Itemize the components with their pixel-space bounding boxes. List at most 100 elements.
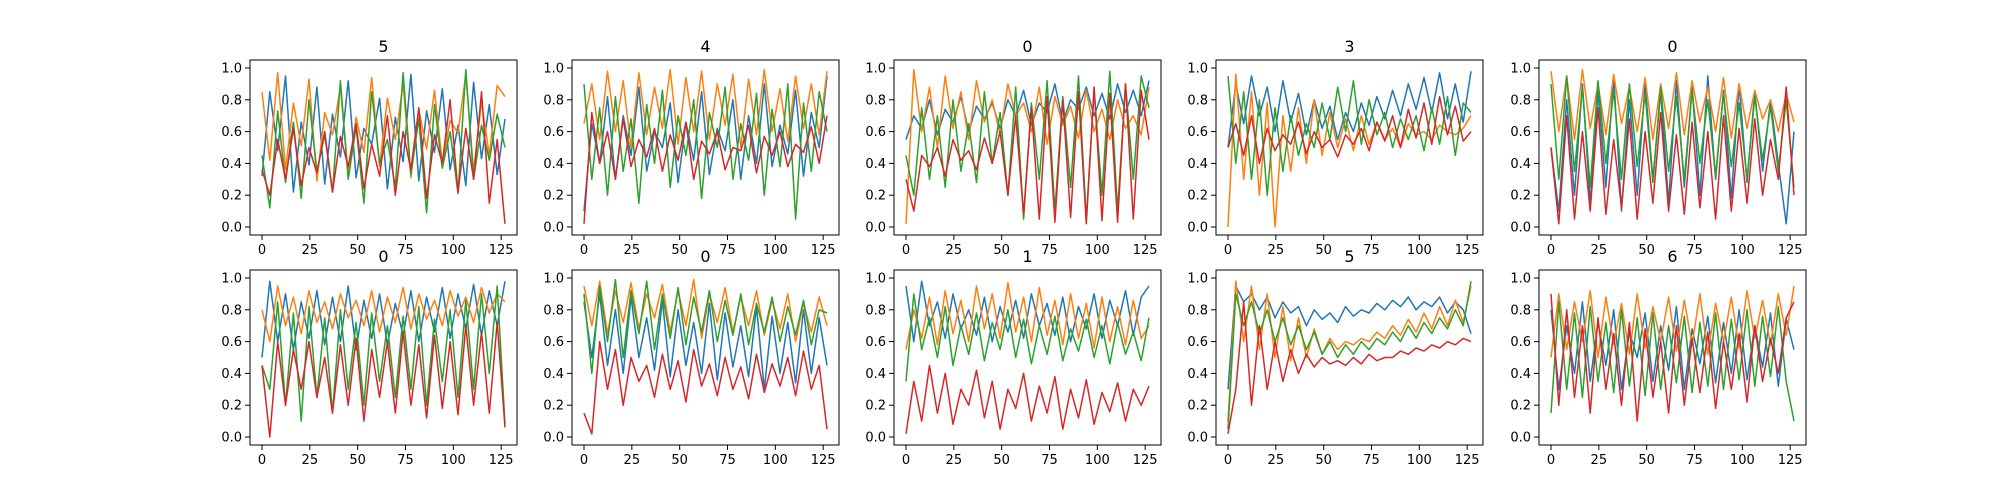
subplot-0: 0.0 0.2 0.4 0.6 0.8 1.0 0 25 50 75 100 125 5 xyxy=(221,37,518,258)
x-tick-label: 50 xyxy=(671,243,688,258)
series-line-3 xyxy=(1227,301,1472,434)
y-tick-label: 0.4 xyxy=(1187,367,1208,382)
y-tick-label: 0.2 xyxy=(865,399,886,414)
y-tick-label: 0.2 xyxy=(1510,399,1531,414)
x-tick-label: 75 xyxy=(1041,243,1058,258)
series-line-2 xyxy=(1550,301,1795,422)
y-tick-label: 0.8 xyxy=(1510,303,1531,318)
y-tick-label: 0.6 xyxy=(1187,125,1208,140)
subplot-title: 1 xyxy=(1022,247,1032,266)
y-tick-label: 1.0 xyxy=(1510,62,1531,77)
x-tick-label: 75 xyxy=(397,243,414,258)
x-tick-label: 75 xyxy=(1686,453,1703,468)
x-tick-label: 0 xyxy=(580,243,588,258)
x-tick-label: 50 xyxy=(1638,453,1655,468)
x-tick-label: 100 xyxy=(763,453,788,468)
series-group xyxy=(1227,71,1472,228)
subplot-title: 3 xyxy=(1344,37,1354,56)
x-tick-label: 125 xyxy=(811,243,836,258)
x-tick-label: 100 xyxy=(1730,453,1755,468)
y-tick-label: 1.0 xyxy=(865,272,886,287)
x-tick-label: 25 xyxy=(1591,453,1608,468)
y-tick-label: 0.8 xyxy=(865,93,886,108)
x-tick-label: 25 xyxy=(1268,243,1285,258)
y-tick-label: 0.0 xyxy=(1187,221,1208,236)
x-tick-label: 125 xyxy=(811,453,836,468)
axes-border xyxy=(893,59,1162,236)
x-tick-label: 100 xyxy=(441,243,466,258)
subplot-title: 5 xyxy=(378,37,388,56)
axes-border xyxy=(249,59,518,236)
y-tick-label: 0.8 xyxy=(1187,93,1208,108)
subplot-4: 0.0 0.2 0.4 0.6 0.8 1.0 0 25 50 75 100 125 0 xyxy=(1510,37,1807,258)
x-tick-label: 0 xyxy=(258,243,266,258)
subplot-3: 0.0 0.2 0.4 0.6 0.8 1.0 0 25 50 75 100 125 3 xyxy=(1187,37,1484,258)
y-tick-label: 0.0 xyxy=(1510,221,1531,236)
series-group xyxy=(1550,68,1795,225)
y-tick-label: 0.2 xyxy=(221,189,242,204)
x-tick-label: 100 xyxy=(1407,453,1432,468)
y-tick-label: 0.0 xyxy=(1510,431,1531,446)
series-line-1 xyxy=(261,285,506,343)
y-tick-label: 0.4 xyxy=(1187,157,1208,172)
y-tick-label: 0.6 xyxy=(865,335,886,350)
y-tick-label: 0.6 xyxy=(543,335,564,350)
series-line-3 xyxy=(1550,293,1795,422)
y-tick-label: 1.0 xyxy=(221,62,242,77)
y-tick-label: 0.2 xyxy=(1510,189,1531,204)
y-tick-label: 0.8 xyxy=(221,303,242,318)
x-tick-label: 100 xyxy=(441,453,466,468)
x-tick-label: 50 xyxy=(349,243,366,258)
series-line-3 xyxy=(905,83,1150,225)
series-group xyxy=(583,68,828,224)
y-tick-label: 0.2 xyxy=(543,399,564,414)
subplot-8: 0.0 0.2 0.4 0.6 0.8 1.0 0 25 50 75 100 125 5 xyxy=(1187,247,1484,468)
axes-border xyxy=(893,269,1162,446)
x-tick-label: 100 xyxy=(1407,243,1432,258)
axes-border xyxy=(249,269,518,446)
subplot-title: 0 xyxy=(1022,37,1032,56)
x-tick-label: 100 xyxy=(1085,243,1110,258)
series-line-3 xyxy=(583,111,828,224)
subplot-title: 5 xyxy=(1344,247,1354,266)
y-tick-label: 0.4 xyxy=(865,157,886,172)
y-tick-label: 0.4 xyxy=(221,367,242,382)
y-tick-label: 0.4 xyxy=(1510,367,1531,382)
y-tick-label: 0.6 xyxy=(1187,335,1208,350)
series-line-1 xyxy=(1227,280,1472,422)
subplot-9: 0.0 0.2 0.4 0.6 0.8 1.0 0 25 50 75 100 125 6 xyxy=(1510,247,1807,468)
y-tick-label: 0.8 xyxy=(1187,303,1208,318)
x-tick-label: 75 xyxy=(1686,243,1703,258)
x-tick-label: 75 xyxy=(1041,453,1058,468)
x-tick-label: 50 xyxy=(1638,243,1655,258)
series-line-1 xyxy=(905,68,1150,224)
x-tick-label: 0 xyxy=(1547,243,1555,258)
series-line-1 xyxy=(1550,285,1795,359)
x-tick-label: 75 xyxy=(1363,243,1380,258)
y-tick-label: 0.4 xyxy=(865,367,886,382)
series-line-1 xyxy=(583,68,828,149)
y-tick-label: 0.0 xyxy=(865,431,886,446)
series-group xyxy=(1227,280,1472,434)
x-tick-label: 25 xyxy=(1268,453,1285,468)
y-tick-label: 0.6 xyxy=(1510,335,1531,350)
y-tick-label: 0.6 xyxy=(221,335,242,350)
x-tick-label: 125 xyxy=(1778,453,1803,468)
series-group xyxy=(583,278,828,435)
x-tick-label: 0 xyxy=(258,453,266,468)
y-tick-label: 0.0 xyxy=(221,221,242,236)
y-tick-label: 1.0 xyxy=(221,272,242,287)
axes-border xyxy=(1215,269,1484,446)
x-tick-label: 25 xyxy=(624,243,641,258)
y-tick-label: 1.0 xyxy=(543,62,564,77)
y-tick-label: 1.0 xyxy=(1187,272,1208,287)
axes-border xyxy=(571,269,840,446)
x-tick-label: 25 xyxy=(302,243,319,258)
series-group xyxy=(905,280,1150,434)
y-tick-label: 0.8 xyxy=(1510,93,1531,108)
subplot-title: 6 xyxy=(1667,247,1677,266)
x-tick-label: 0 xyxy=(1224,453,1232,468)
series-line-3 xyxy=(261,321,506,438)
x-tick-label: 125 xyxy=(1133,243,1158,258)
subplot-5: 0.0 0.2 0.4 0.6 0.8 1.0 0 25 50 75 100 125 0 xyxy=(221,247,518,468)
